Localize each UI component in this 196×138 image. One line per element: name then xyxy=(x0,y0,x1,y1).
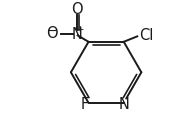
Text: O: O xyxy=(46,26,58,41)
Text: +: + xyxy=(76,25,85,35)
Text: N: N xyxy=(119,97,130,112)
Text: N: N xyxy=(72,26,83,42)
Text: O: O xyxy=(71,2,83,17)
Text: −: − xyxy=(47,25,57,38)
Text: Cl: Cl xyxy=(139,28,154,43)
Text: F: F xyxy=(81,97,89,112)
